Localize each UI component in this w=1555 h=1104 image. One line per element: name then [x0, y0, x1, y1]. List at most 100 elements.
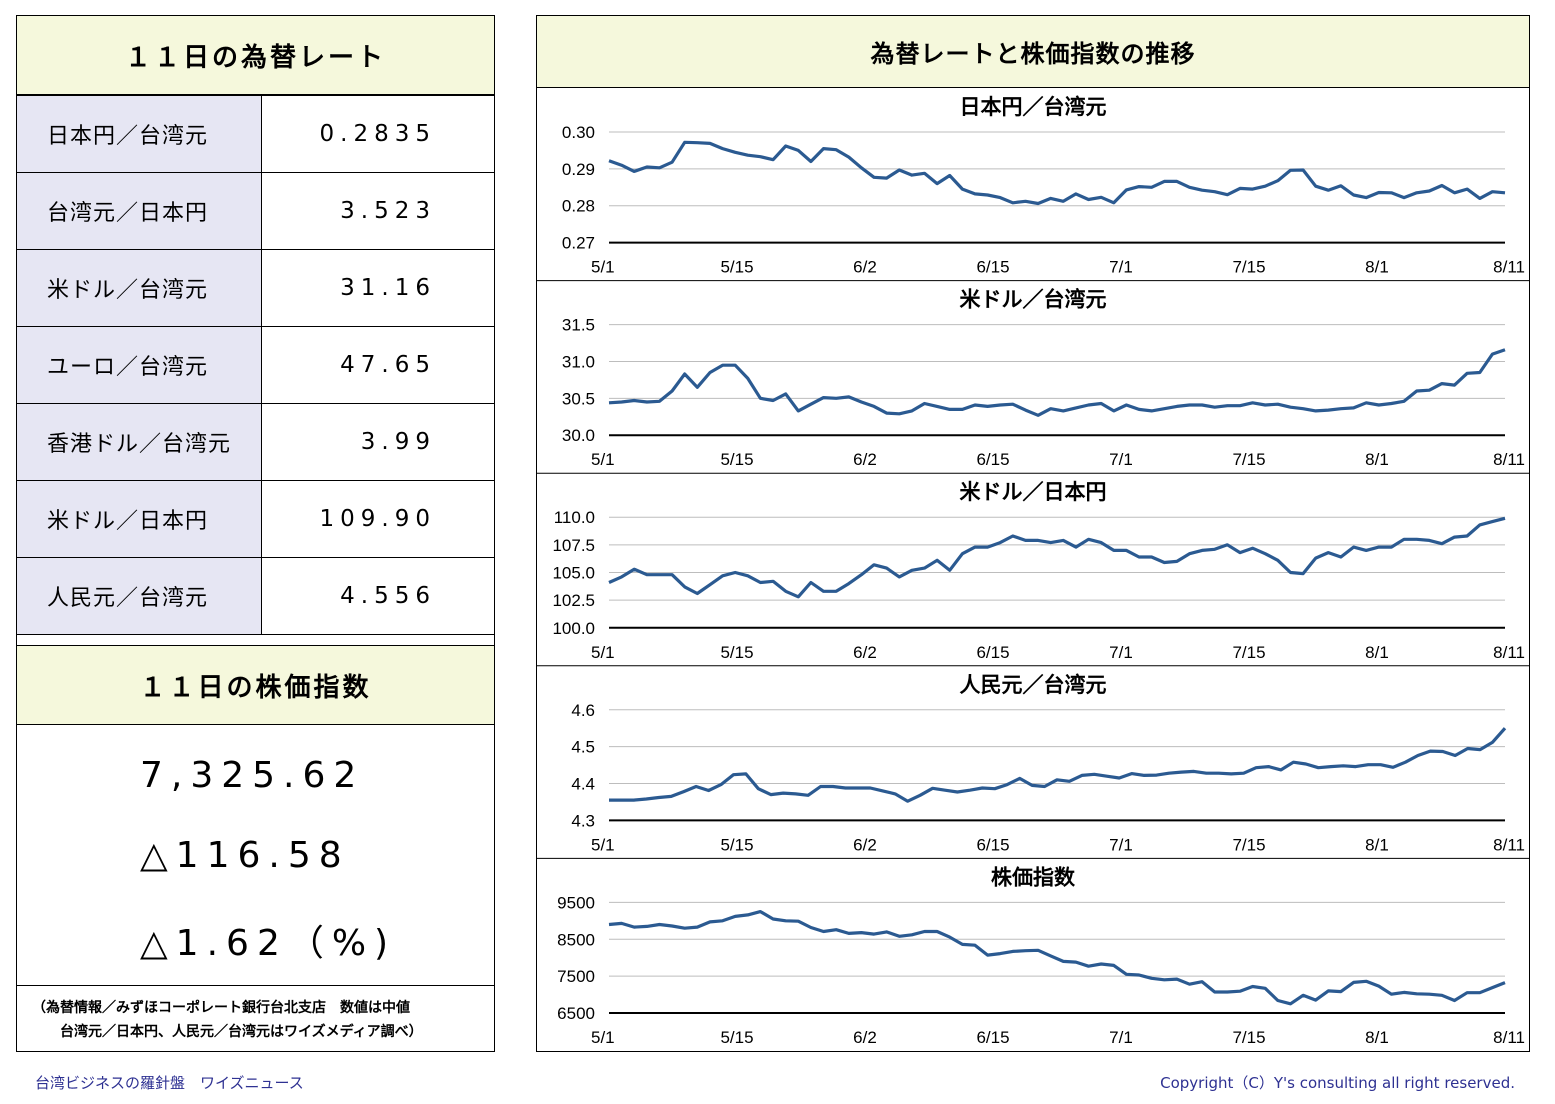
y-tick-label: 4.4 — [571, 775, 595, 794]
x-tick-label: 7/1 — [1109, 1028, 1133, 1047]
x-tick-label: 5/1 — [591, 1028, 615, 1047]
x-tick-label: 8/1 — [1365, 643, 1389, 662]
note-divider — [17, 985, 494, 986]
stock-change-percent: △1.62（%) — [140, 923, 397, 964]
rate-row: 日本円／台湾元 0.2835 — [16, 95, 495, 173]
x-tick-label: 6/2 — [853, 258, 877, 277]
rate-label: ユーロ／台湾元 — [16, 326, 262, 404]
x-tick-label: 7/15 — [1232, 258, 1265, 277]
rate-row: ユーロ／台湾元 47.65 — [16, 326, 495, 404]
series-line — [609, 727, 1507, 803]
rate-label: 香港ドル／台湾元 — [16, 403, 262, 481]
chart-title: 日本円／台湾元 — [960, 95, 1107, 119]
rate-row: 人民元／台湾元 4.556 — [16, 557, 495, 635]
y-tick-label: 6500 — [557, 1004, 595, 1023]
stock-change-value: △116.58 — [140, 835, 350, 876]
x-tick-label: 8/1 — [1365, 1028, 1389, 1047]
x-tick-label: 8/1 — [1365, 258, 1389, 277]
source-note-line1: （為替情報／みずほコーポレート銀行台北支店 数値は中値 — [32, 1000, 410, 1016]
x-tick-label: 6/15 — [976, 258, 1009, 277]
x-tick-label: 6/15 — [976, 643, 1009, 662]
series-line — [608, 348, 1506, 417]
rate-label: 米ドル／日本円 — [16, 480, 262, 558]
x-tick-label: 6/2 — [853, 835, 877, 854]
x-tick-label: 5/15 — [720, 1028, 753, 1047]
x-tick-label: 5/1 — [591, 835, 615, 854]
series-line — [608, 909, 1506, 1006]
rate-row: 米ドル／台湾元 31.16 — [16, 249, 495, 327]
footer-left: 台湾ビジネスの羅針盤 ワイズニュース — [35, 1074, 304, 1092]
chart-title: 米ドル／台湾元 — [960, 288, 1107, 312]
chart-title: 人民元／台湾元 — [960, 673, 1107, 697]
x-tick-label: 6/2 — [853, 450, 877, 469]
y-tick-label: 4.6 — [571, 701, 595, 720]
x-tick-label: 6/15 — [976, 835, 1009, 854]
rate-label: 日本円／台湾元 — [16, 95, 262, 173]
y-tick-label: 105.0 — [552, 564, 595, 583]
stock-index-value: 7,325.62 — [140, 755, 365, 796]
y-tick-label: 0.28 — [562, 197, 595, 216]
rate-label: 米ドル／台湾元 — [16, 249, 262, 327]
y-tick-label: 9500 — [557, 893, 595, 912]
y-tick-label: 107.5 — [552, 536, 595, 555]
y-tick-label: 30.5 — [562, 389, 595, 408]
footer-copyright: Copyright（C）Y's consulting all right res… — [1160, 1074, 1515, 1092]
x-tick-label: 7/1 — [1109, 450, 1133, 469]
rate-value: 0.2835 — [261, 95, 495, 173]
y-tick-label: 8500 — [557, 930, 595, 949]
rate-value: 3.99 — [261, 403, 495, 481]
y-tick-label: 110.0 — [554, 508, 595, 527]
rate-value: 47.65 — [261, 326, 495, 404]
x-tick-label: 5/15 — [720, 258, 753, 277]
rate-row: 台湾元／日本円 3.523 — [16, 172, 495, 250]
y-tick-label: 31.0 — [562, 352, 595, 371]
rate-row: 香港ドル／台湾元 3.99 — [16, 403, 495, 481]
source-note-line2: 台湾元／日本円、人民元／台湾元はワイズメディア調べ） — [60, 1024, 423, 1040]
y-tick-label: 0.30 — [562, 123, 595, 142]
x-tick-label: 5/1 — [591, 258, 615, 277]
y-tick-label: 4.3 — [571, 811, 595, 830]
y-tick-label: 30.0 — [562, 426, 595, 445]
x-tick-label: 7/15 — [1232, 1028, 1265, 1047]
rate-value: 109.90 — [261, 480, 495, 558]
series-line — [608, 516, 1506, 599]
x-tick-label: 5/15 — [720, 643, 753, 662]
rate-label: 台湾元／日本円 — [16, 172, 262, 250]
x-tick-label: 6/2 — [853, 1028, 877, 1047]
x-tick-label: 8/1 — [1365, 835, 1389, 854]
y-tick-label: 100.0 — [552, 619, 595, 638]
x-tick-label: 7/15 — [1232, 643, 1265, 662]
chart-title: 米ドル／日本円 — [960, 480, 1107, 504]
x-tick-label: 6/15 — [976, 450, 1009, 469]
charts-title: 為替レートと株価指数の推移 — [537, 16, 1529, 88]
x-tick-label: 5/15 — [720, 835, 753, 854]
y-tick-label: 102.5 — [552, 591, 595, 610]
rate-value: 4.556 — [261, 557, 495, 635]
rate-value: 3.523 — [261, 172, 495, 250]
x-tick-label: 5/15 — [720, 450, 753, 469]
stock-panel — [16, 645, 495, 1052]
y-tick-label: 0.29 — [562, 160, 595, 179]
x-tick-label: 7/1 — [1109, 835, 1133, 854]
stock-title: １１日の株価指数 — [17, 646, 494, 725]
y-tick-label: 31.5 — [562, 316, 595, 335]
y-tick-label: 0.27 — [562, 234, 595, 253]
charts-svg: 日本円／台湾元 0.30 0.29 0.28 0.27 5/1 5/15 6/2 6/15 7/1… — [537, 95, 1529, 1047]
x-tick-label: 5/1 — [591, 450, 615, 469]
rates-title: １１日の為替レート — [17, 16, 494, 95]
series-line — [608, 140, 1506, 206]
rates-table: 日本円／台湾元 0.2835 台湾元／日本円 3.523 米ドル／台湾元 31.16 ユーロ… — [16, 95, 495, 635]
x-tick-label: 7/15 — [1232, 450, 1265, 469]
x-tick-label: 8/11 — [1493, 643, 1525, 662]
x-tick-label: 6/2 — [853, 643, 877, 662]
rate-label: 人民元／台湾元 — [16, 557, 262, 635]
x-tick-label: 8/11 — [1493, 450, 1525, 469]
rate-row: 米ドル／日本円 109.90 — [16, 480, 495, 558]
x-tick-label: 7/1 — [1109, 258, 1133, 277]
x-tick-label: 5/1 — [591, 643, 615, 662]
rate-value: 31.16 — [261, 249, 495, 327]
x-tick-label: 6/15 — [976, 1028, 1009, 1047]
y-tick-label: 4.5 — [571, 738, 595, 757]
x-tick-label: 8/1 — [1365, 450, 1389, 469]
x-tick-label: 8/11 — [1493, 258, 1525, 277]
